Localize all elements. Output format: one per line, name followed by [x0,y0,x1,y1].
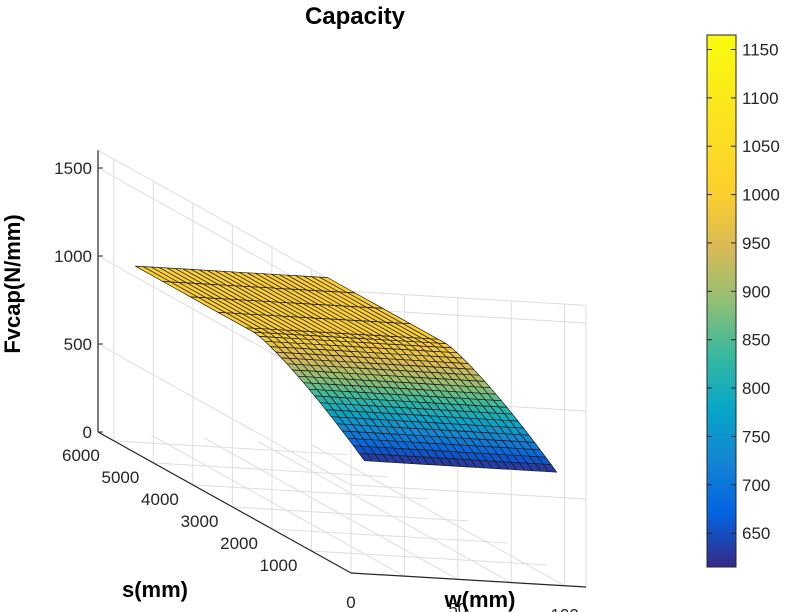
x-axis-label: w(mm) [444,587,516,612]
w-axis-line [350,572,587,588]
w-tick-label: 0 [346,593,355,612]
tick-labels: 0500100015001000200030004000500060000501… [54,159,579,612]
colorbar-gradient [706,34,737,568]
surface-patch [542,463,558,473]
s-tick-label: 6000 [62,446,100,465]
colorbar-tick-label: 650 [742,524,770,543]
grid-line [153,462,389,478]
colorbar-tick-label: 1100 [742,89,779,108]
chart-title: Capacity [305,3,406,30]
z-tick-label: 0 [83,423,92,442]
grid-line [257,441,512,583]
colorbar-tick-label: 850 [742,331,770,350]
colorbar-tick-label: 1150 [742,41,779,60]
colorbar-tick-label: 700 [742,476,770,495]
colorbar-tick-label: 750 [742,427,770,446]
s-tick-label: 2000 [220,534,258,553]
grid-line [204,437,459,580]
s-tick-label: 1000 [260,556,298,575]
grid-line [271,528,507,544]
surface [134,265,558,473]
colorbar-tick-label: 1000 [742,186,780,205]
grid-line [311,444,565,587]
z-axis-label: Fvcap(N/mm) [0,214,25,353]
s-axis-line [97,431,352,574]
grid-line [151,434,405,577]
z-tick-label: 1500 [54,159,92,178]
colorbar: 650 700 750 800 850 900 950 1000 1050 1100 1150 [706,34,780,568]
s-tick-label: 3000 [181,512,219,531]
w-tick-label: 100 [550,606,578,612]
s-tick-label: 5000 [102,468,140,487]
grid-line [113,440,349,456]
y-axis-label: s(mm) [122,577,188,602]
grid-line [192,484,428,500]
colorbar-tick-label: 950 [742,234,770,253]
colorbar-tick-label: 1050 [742,137,780,156]
w-tick-label: 50 [448,599,467,612]
z-tick-label: 1000 [54,247,92,266]
colorbar-tick-label: 900 [742,282,770,301]
s-tick-label: 4000 [141,490,179,509]
colorbar-tick-label: 800 [742,379,770,398]
axes [97,150,587,588]
grid-line [232,506,468,522]
z-tick-label: 500 [64,335,92,354]
